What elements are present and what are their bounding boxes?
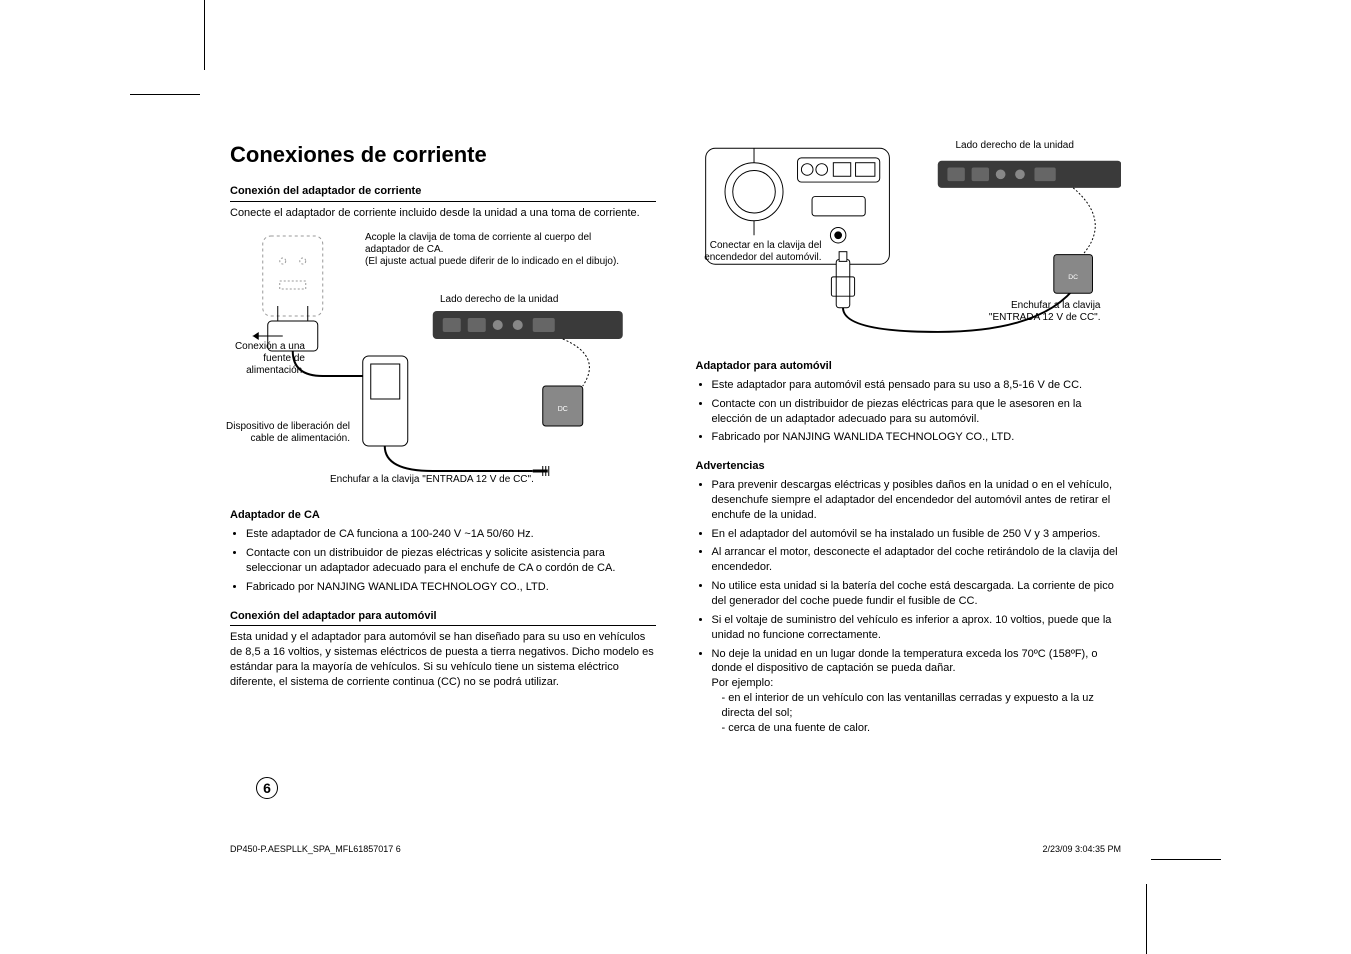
callout-text: Enchufar a la clavija "ENTRADA 12 V de C…: [966, 300, 1101, 324]
section-heading: Advertencias: [696, 459, 1122, 474]
left-column: Conexiones de corriente Conexión del ada…: [230, 140, 656, 814]
list-item: Fabricado por NANJING WANLIDA TECHNOLOGY…: [246, 580, 656, 595]
section-heading: Conexión del adaptador de corriente: [230, 184, 656, 202]
car-adapter-diagram: DC Lado derecho de la unidad Conectar en…: [696, 140, 1122, 345]
bullet-list: Este adaptador de CA funciona a 100-240 …: [230, 527, 656, 594]
callout-line: (El ajuste actual puede diferir de lo in…: [365, 256, 619, 267]
sub-item: - cerca de una fuente de calor.: [712, 721, 1122, 736]
callout-text: Lado derecho de la unidad: [956, 140, 1074, 152]
list-item-text: Por ejemplo:: [712, 677, 774, 689]
list-item-text: No deje la unidad en un lugar donde la t…: [712, 648, 1098, 675]
list-item: Al arrancar el motor, desconecte el adap…: [712, 545, 1122, 575]
crop-mark: [1151, 859, 1221, 860]
sub-item: - en el interior de un vehículo con las …: [712, 691, 1122, 721]
list-item: Si el voltaje de suministro del vehículo…: [712, 613, 1122, 643]
page-number-circle: 6: [256, 777, 278, 799]
list-item: Este adaptador de CA funciona a 100-240 …: [246, 527, 656, 542]
crop-mark: [1146, 884, 1147, 954]
callout-text: Enchufar a la clavija "ENTRADA 12 V de C…: [330, 474, 534, 486]
list-item: En el adaptador del automóvil se ha inst…: [712, 527, 1122, 542]
section-heading: Conexión del adaptador para automóvil: [230, 609, 656, 627]
list-item: Para prevenir descargas eléctricas y pos…: [712, 478, 1122, 523]
crop-mark: [130, 94, 200, 95]
section-heading: Adaptador para automóvil: [696, 359, 1122, 374]
crop-mark: [204, 0, 205, 70]
callout-line: Acople la clavija de toma de corriente a…: [365, 232, 591, 255]
content-area: Conexiones de corriente Conexión del ada…: [230, 140, 1121, 814]
callout-text: Lado derecho de la unidad: [440, 294, 558, 306]
bullet-list: Para prevenir descargas eléctricas y pos…: [696, 478, 1122, 736]
footer-filename: DP450-P.AESPLLK_SPA_MFL61857017 6: [230, 844, 401, 854]
bullet-list: Este adaptador para automóvil está pensa…: [696, 378, 1122, 445]
list-item: Este adaptador para automóvil está pensa…: [712, 378, 1122, 393]
callout-text: Dispositivo de liberación del cable de a…: [210, 421, 350, 445]
callout-text: Conexión a una fuente de alimentación.: [210, 341, 305, 377]
svg-text:DC: DC: [1068, 274, 1078, 281]
section-heading: Adaptador de CA: [230, 508, 656, 523]
svg-text:DC: DC: [558, 406, 568, 413]
callout-text: Acople la clavija de toma de corriente a…: [365, 232, 635, 268]
callout-text: Conectar en la clavija del encendedor de…: [702, 240, 822, 264]
section-intro: Esta unidad y el adaptador para automóvi…: [230, 630, 656, 689]
page-number: 6: [256, 777, 278, 799]
footer-timestamp: 2/23/09 3:04:35 PM: [1042, 844, 1121, 854]
page-title: Conexiones de corriente: [230, 140, 656, 170]
ac-adapter-diagram: DC Acople la clavija de toma de corrient…: [230, 226, 656, 486]
page: Conexiones de corriente Conexión del ada…: [0, 0, 1351, 954]
list-item: No deje la unidad en un lugar donde la t…: [712, 647, 1122, 736]
right-column: DC Lado derecho de la unidad Conectar en…: [696, 140, 1122, 814]
list-item: Fabricado por NANJING WANLIDA TECHNOLOGY…: [712, 430, 1122, 445]
list-item: Contacte con un distribuidor de piezas e…: [246, 546, 656, 576]
list-item: Contacte con un distribuidor de piezas e…: [712, 397, 1122, 427]
list-item: No utilice esta unidad si la batería del…: [712, 579, 1122, 609]
section-intro: Conecte el adaptador de corriente inclui…: [230, 206, 656, 221]
